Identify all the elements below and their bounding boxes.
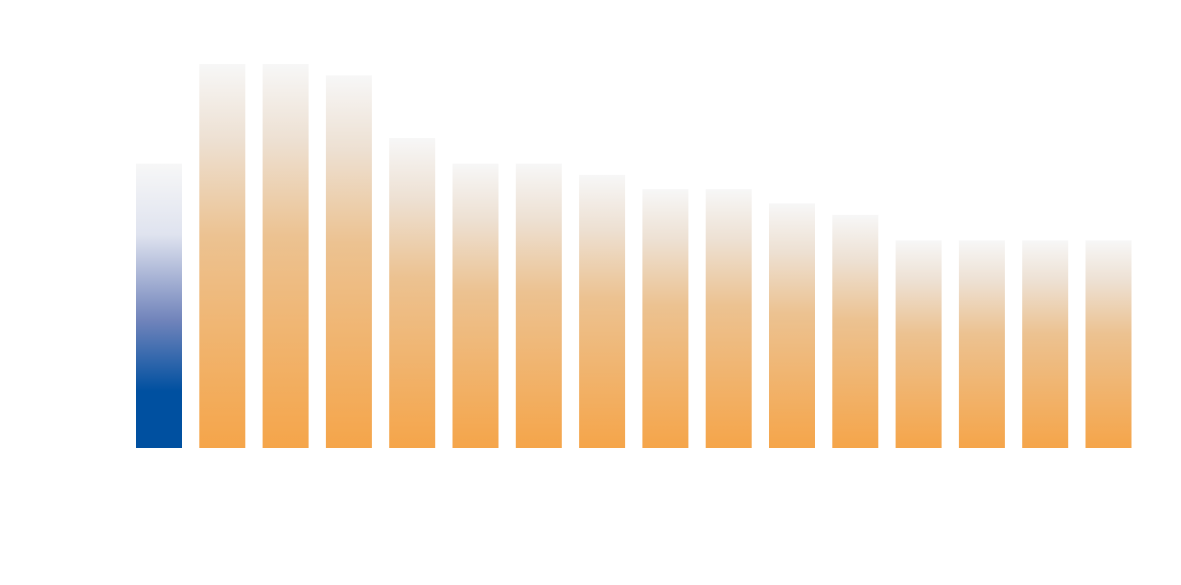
bar-series — [136, 64, 1132, 449]
bar — [262, 64, 309, 448]
bar — [389, 138, 436, 448]
bar — [769, 203, 815, 448]
bar — [452, 163, 499, 448]
bar — [199, 64, 246, 448]
bar — [325, 75, 372, 449]
bar — [642, 189, 689, 448]
bar — [832, 214, 879, 448]
bar — [1085, 240, 1132, 448]
bar-highlighted — [136, 163, 182, 448]
bar — [515, 163, 562, 448]
bar — [1022, 240, 1069, 448]
bar — [895, 240, 942, 448]
bar — [958, 240, 1005, 448]
bar — [579, 174, 626, 448]
bar — [705, 189, 752, 448]
